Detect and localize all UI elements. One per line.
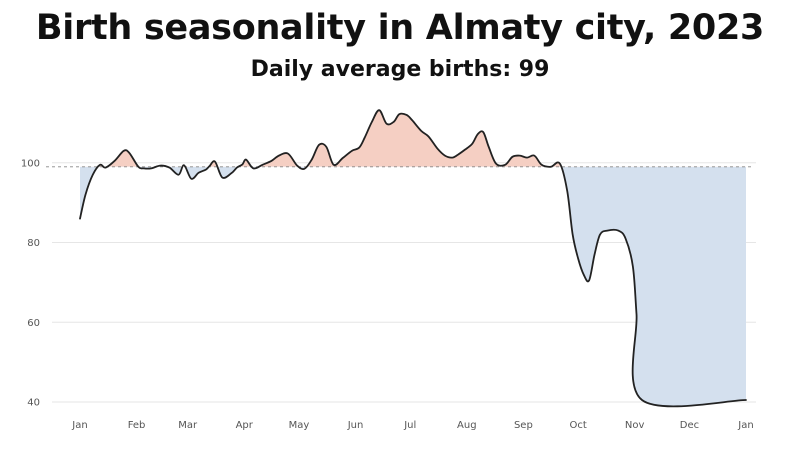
fill-layer — [80, 110, 746, 407]
series-line-daily-births — [79, 109, 747, 408]
line-layer — [46, 109, 752, 408]
y-tick-label: 60 — [27, 318, 40, 329]
x-tick-label: Feb — [128, 420, 146, 431]
x-tick-label: Oct — [569, 420, 586, 431]
x-tick-label: Jan — [71, 420, 87, 431]
chart-subtitle: Daily average births: 99 — [250, 57, 550, 82]
x-tick-label: Dec — [680, 420, 699, 431]
chart-title: Birth seasonality in Almaty city, 2023 — [35, 8, 765, 48]
x-tick-label: Jan — [737, 420, 753, 431]
x-tick-label: Nov — [625, 420, 645, 431]
x-tick-label: Jun — [347, 420, 364, 431]
axis-layer: 40 60 80 100 Jan Feb Mar Apr May Jun Jul Aug Sep Oct N… — [21, 158, 754, 431]
x-tick-label: Apr — [236, 420, 254, 431]
y-tick-label: 80 — [27, 238, 40, 249]
y-tick-label: 100 — [21, 158, 40, 169]
x-tick-label: Aug — [457, 420, 477, 431]
x-tick-label: May — [289, 420, 310, 431]
x-tick-label: Jul — [403, 420, 416, 431]
below-average-area — [80, 166, 746, 407]
x-tick-label: Sep — [514, 420, 533, 431]
above-average-area — [97, 110, 562, 167]
y-tick-label: 40 — [27, 398, 40, 409]
x-tick-label: Mar — [178, 420, 198, 431]
